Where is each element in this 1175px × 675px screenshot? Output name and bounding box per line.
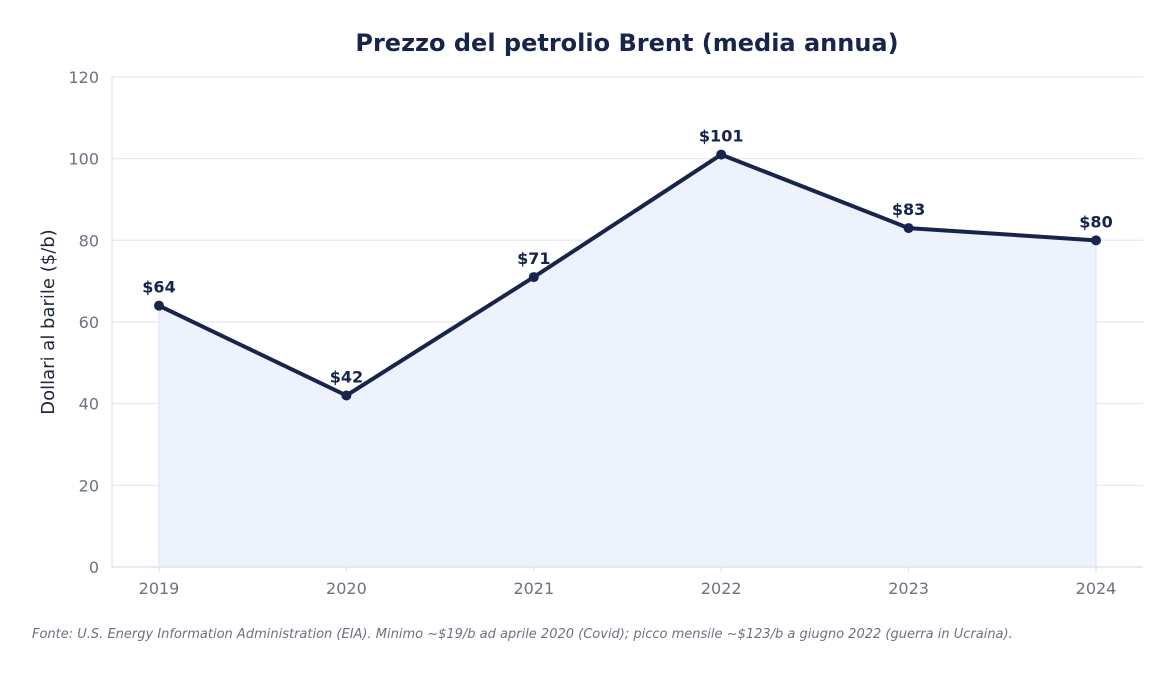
data-label-2021: $71 [517,249,550,268]
brent-price-chart: Prezzo del petrolio Brent (media annua) … [38,29,1143,598]
data-point-2020 [341,390,352,401]
data-label-2020: $42 [330,368,363,387]
data-label-2019: $64 [142,278,175,297]
y-tick-label-40: 40 [79,395,99,414]
axes [111,77,1143,572]
x-tick-label-2023: 2023 [888,579,929,598]
series-line [157,152,1098,398]
x-tick-label-2021: 2021 [513,579,554,598]
data-label-2022: $101 [699,127,744,146]
x-tick-label-2019: 2019 [139,579,180,598]
data-point-2024 [1091,235,1101,246]
x-tick-label-2024: 2024 [1076,579,1117,598]
data-labels: $64 $42 $71 $101 $83 $80 [142,127,1112,387]
y-axis-label: Dollari al barile ($/b) [38,229,59,414]
source-note: Fonte: U.S. Energy Information Administr… [32,627,1013,642]
data-point-2019 [154,300,164,311]
chart-title: Prezzo del petrolio Brent (media annua) [355,29,898,57]
x-tick-label-2022: 2022 [701,579,742,598]
data-point-2023 [903,223,914,234]
tick-labels: 0 20 40 60 80 100 120 2019 2020 2021 2022 2023 2024 [68,68,1116,598]
data-point-2022 [716,149,727,160]
y-tick-label-60: 60 [79,313,99,332]
x-tick-label-2020: 2020 [326,579,367,598]
y-tick-label-0: 0 [89,558,99,577]
data-label-2024: $80 [1079,212,1112,231]
series-line-layer [157,152,1098,398]
data-points [154,149,1101,401]
y-tick-label-80: 80 [79,231,99,250]
y-tick-label-120: 120 [68,68,99,87]
data-point-2021 [528,272,539,283]
data-label-2023: $83 [892,200,925,219]
y-tick-label-20: 20 [79,476,99,495]
y-tick-label-100: 100 [68,150,99,169]
